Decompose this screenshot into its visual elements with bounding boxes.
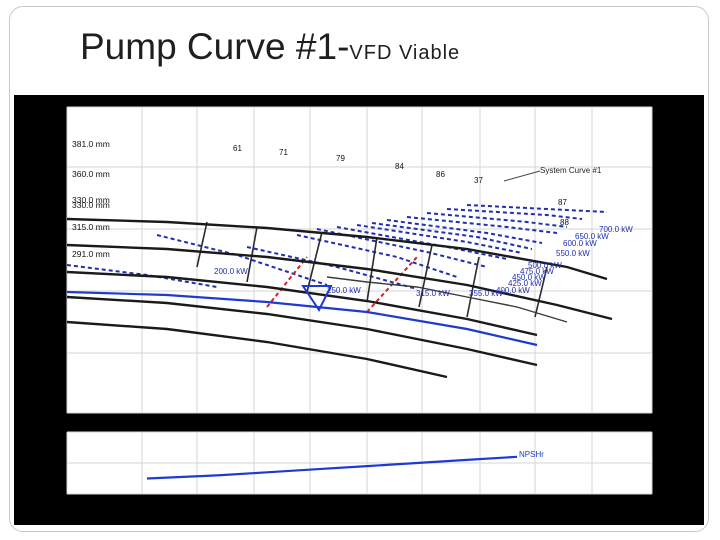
power-label-3: 550.0 kW [556, 249, 590, 258]
impeller-label-duplicate: 330.0 mm [72, 195, 110, 205]
impeller-label-2: 330.0 mm [72, 200, 110, 210]
efficiency-label-1: 71 [279, 148, 288, 157]
pump-curve-chart: 381.0 mm 360.0 mm 330.0 mm 315.0 mm 291.0 mm… [14, 95, 704, 525]
power-curve-11 [446, 208, 583, 220]
power-curve-9 [406, 216, 558, 234]
impeller-label-0: 381.0 mm [72, 139, 110, 149]
efficiency-label-4: 86 [436, 170, 445, 179]
impeller-curve-4 [66, 320, 448, 379]
power-curve-12 [466, 204, 608, 213]
power-label-4: 500.0 kW [528, 261, 562, 270]
slide-title-main: Pump Curve #1- [80, 26, 350, 67]
system-curve [326, 276, 568, 323]
power-curve-6 [356, 224, 523, 254]
power-label-7: 425.0 kW [508, 279, 542, 288]
power-label-8: 400.0 kW [496, 286, 530, 295]
power-curve-2 [246, 246, 418, 290]
system-curve-leader [503, 170, 541, 182]
main-plot-area [67, 107, 652, 413]
efficiency-label-0: 61 [233, 144, 242, 153]
impeller-curve-0 [66, 217, 608, 281]
impeller-label-3: 315.0 mm [72, 222, 110, 232]
power-curve-5 [336, 226, 508, 260]
slide-title: Pump Curve #1-VFD Viable [80, 26, 460, 68]
efficiency-label-6: 87 [558, 198, 567, 207]
impeller-curve-2 [66, 270, 538, 337]
npshr-label: NPSHr [519, 450, 544, 459]
power-label-10: 315.0 kW [416, 289, 450, 298]
power-label-2: 600.0 kW [563, 239, 597, 248]
efficiency-label-3: 84 [395, 162, 404, 171]
slide-frame [9, 6, 709, 532]
impeller-label-1: 360.0 mm [72, 169, 110, 179]
slide-title-sub: VFD Viable [349, 42, 461, 64]
power-label-1: 650.0 kW [575, 232, 609, 241]
impeller-curve-1 [66, 243, 613, 321]
impeller-curve-3 [66, 295, 538, 367]
npshr-curve [146, 455, 518, 480]
efficiency-label-5: 37 [474, 176, 483, 185]
system-curve-label: System Curve #1 [540, 166, 602, 175]
efficiency-iso-line-4 [418, 244, 433, 308]
efficiency-label-7: 88 [560, 218, 569, 227]
power-curve-7 [371, 222, 533, 250]
efficiency-iso-line-1 [246, 226, 258, 283]
efficiency-iso-line-6 [534, 266, 548, 318]
pump-curve-svg: 381.0 mm 360.0 mm 330.0 mm 315.0 mm 291.0 mm… [66, 106, 653, 495]
bep-line-0 [266, 256, 308, 308]
power-label-11: 250.0 kW [327, 286, 361, 295]
power-label-9: 355.0 kW [469, 289, 503, 298]
duty-point-marker [301, 285, 333, 312]
efficiency-label-2: 79 [336, 154, 345, 163]
power-curve-10 [426, 212, 568, 228]
power-label-0: 700.0 kW [599, 225, 633, 234]
impeller-label-4: 291.0 mm [72, 249, 110, 259]
power-label-5: 475.0 kW [520, 267, 554, 276]
power-label-6: 450.0 kW [512, 273, 546, 282]
power-curve-8 [386, 219, 543, 244]
power-label-12: 200.0 kW [214, 267, 248, 276]
efficiency-iso-line-0 [196, 221, 208, 268]
